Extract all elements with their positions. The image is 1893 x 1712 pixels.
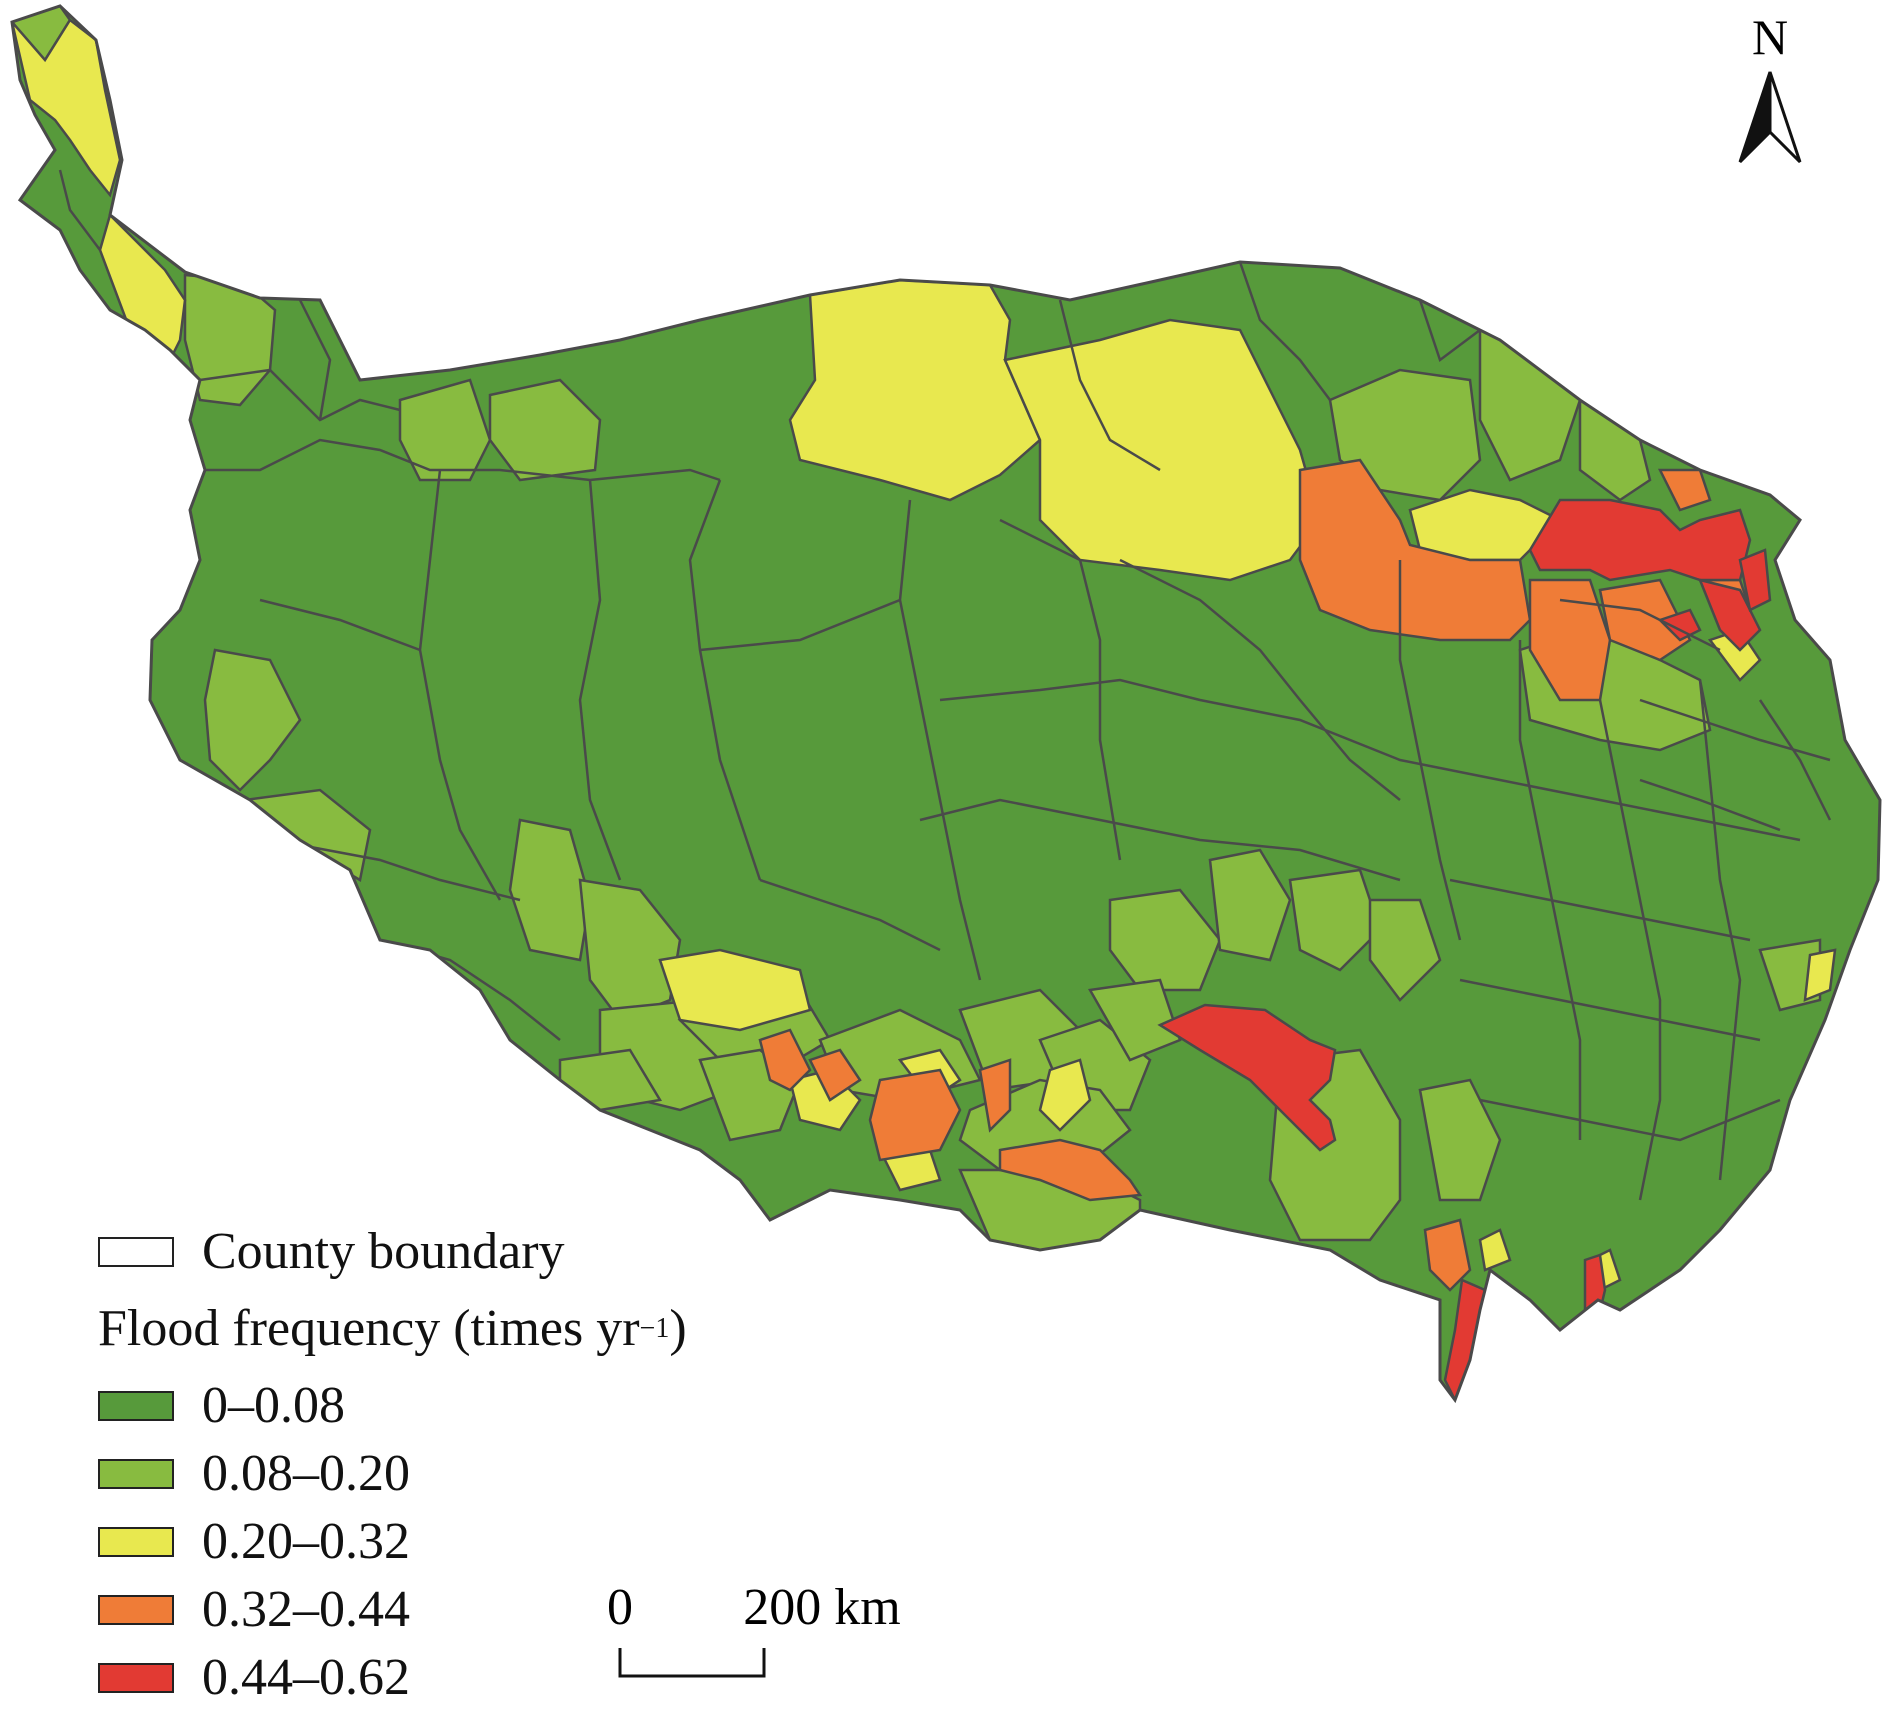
legend-class-row: 0.08–0.20 <box>98 1440 687 1508</box>
boundary-label: County boundary <box>202 1223 565 1280</box>
legend-swatch-1 <box>98 1459 174 1489</box>
north-arrow: N <box>1730 9 1810 177</box>
scale-end-label: 200 km <box>743 1580 900 1636</box>
legend-class-label: 0.08–0.20 <box>202 1445 410 1502</box>
map-legend: County boundary Flood frequency (times y… <box>98 1218 687 1712</box>
scale-start-label: 0 <box>607 1580 633 1636</box>
legend-swatch-3 <box>98 1595 174 1625</box>
legend-class-label: 0–0.08 <box>202 1377 345 1434</box>
legend-class-row: 0.44–0.62 <box>98 1644 687 1712</box>
scale-bar: 0 200 km <box>602 1579 942 1703</box>
legend-class-label: 0.44–0.62 <box>202 1649 410 1706</box>
north-arrow-right-half <box>1768 71 1802 164</box>
legend-title: Flood frequency (times yr −1) <box>98 1286 687 1372</box>
legend-class-row: 0–0.08 <box>98 1372 687 1440</box>
scale-bar-line <box>618 1648 766 1678</box>
legend-title-text: Flood frequency (times yr <box>98 1300 640 1357</box>
legend-class-row: 0.20–0.32 <box>98 1508 687 1576</box>
legend-class-row: 0.32–0.44 <box>98 1576 687 1644</box>
legend-swatch-4 <box>98 1663 174 1693</box>
legend-class-label: 0.32–0.44 <box>202 1581 410 1638</box>
legend-boundary-row: County boundary <box>98 1218 687 1286</box>
north-label: N <box>1752 12 1788 65</box>
legend-class-label: 0.20–0.32 <box>202 1513 410 1570</box>
legend-title-close: ) <box>669 1300 687 1357</box>
boundary-swatch <box>98 1237 174 1267</box>
legend-title-exponent: −1 <box>639 1313 670 1344</box>
legend-swatch-0 <box>98 1391 174 1421</box>
north-arrow-left-half <box>1738 71 1772 164</box>
legend-swatch-2 <box>98 1527 174 1557</box>
